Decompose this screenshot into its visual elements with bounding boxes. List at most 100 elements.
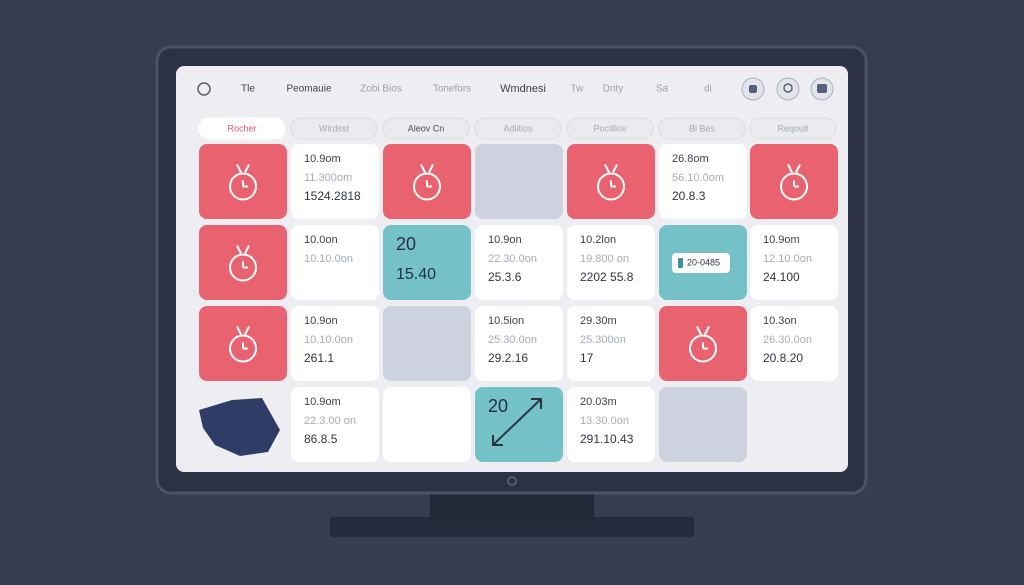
clock-stem <box>604 164 610 173</box>
cell-text: 291.10.43 <box>580 432 634 446</box>
cell-text: 26.30.0on <box>763 334 812 346</box>
cell-text: 25.3.6 <box>488 270 522 284</box>
cell-text: 15.40 <box>396 266 436 283</box>
nav-item[interactable]: di <box>704 84 712 95</box>
calendar-cell[interactable] <box>383 387 471 462</box>
clock-stem <box>704 326 710 335</box>
nav-item[interactable]: Drity <box>603 84 624 95</box>
cell-text: 10.9om <box>304 153 341 165</box>
icon-button[interactable] <box>776 77 800 101</box>
calendar-cell[interactable] <box>567 387 655 462</box>
cell-text: 25.30.0on <box>488 334 537 346</box>
tab-label[interactable]: Wirdsst <box>319 123 349 133</box>
calendar-cell[interactable] <box>659 387 747 462</box>
clock-icon <box>229 172 257 201</box>
cell-text: 10.0on <box>304 234 338 246</box>
calendar-cell[interactable] <box>750 306 838 381</box>
menu-icon[interactable] <box>197 82 211 96</box>
calendar-cell[interactable] <box>567 225 655 300</box>
nav-item[interactable]: Tonefors <box>433 84 471 95</box>
tab-label[interactable]: Aleov Cn <box>408 123 445 133</box>
calendar-cell[interactable] <box>383 306 471 381</box>
tab[interactable] <box>474 117 562 140</box>
tab-label[interactable]: Adlitios <box>503 123 533 133</box>
cell-text: 29.2.16 <box>488 351 528 365</box>
arrow-head <box>531 398 542 409</box>
tab[interactable] <box>382 117 470 140</box>
tab-label[interactable]: Reqoult <box>777 123 809 133</box>
calendar-cell[interactable] <box>291 225 379 300</box>
calendar-cell[interactable] <box>291 387 379 462</box>
cell-text: 12.10.0on <box>763 253 812 265</box>
calendar-cell[interactable] <box>475 144 563 219</box>
clock-icon <box>689 334 717 363</box>
clock-icon <box>413 172 441 201</box>
power-led <box>507 476 517 486</box>
nav-item[interactable]: Tle <box>241 84 255 95</box>
cell-text: 1524.2818 <box>304 189 361 203</box>
calendar-cell[interactable] <box>291 144 379 219</box>
cell-text: 19.800 on <box>580 253 629 265</box>
monitor-neck <box>430 490 594 520</box>
calendar-cell[interactable] <box>475 306 563 381</box>
cell-text: 20.03m <box>580 396 617 408</box>
cell-text: 13.30.0on <box>580 415 629 427</box>
icon-glyph <box>817 84 827 93</box>
tab-label[interactable]: Bl Bes <box>689 123 716 133</box>
clock-stem <box>244 164 250 173</box>
clock-icon <box>229 253 257 282</box>
cell-text: 56.10.0om <box>672 172 724 184</box>
tab[interactable] <box>658 117 746 140</box>
cell-text: 25.300on <box>580 334 626 346</box>
tab-label[interactable]: Pocilliov <box>593 123 627 133</box>
badge-text: 20-0485 <box>687 257 720 267</box>
calendar-cell[interactable] <box>750 225 838 300</box>
nav-item[interactable]: Wmdnesi <box>500 83 546 95</box>
monitor-base <box>330 517 694 537</box>
clock-stem <box>236 245 242 254</box>
cell-text: 29.30m <box>580 315 617 327</box>
cell-text: 10.9om <box>763 234 800 246</box>
cell-text: 20.8.20 <box>763 351 803 365</box>
arrow <box>492 398 542 446</box>
nav-item[interactable]: Sa <box>656 84 669 95</box>
clock-icon <box>780 172 808 201</box>
clock-stem <box>428 164 434 173</box>
clock-stem <box>244 326 250 335</box>
badge <box>672 253 730 273</box>
cloth-illustration <box>199 398 280 456</box>
tab-label[interactable]: Rocher <box>227 123 256 133</box>
cell-text: 26.8om <box>672 153 709 165</box>
clock-stem <box>420 164 426 173</box>
cell-text: 10.3on <box>763 315 797 327</box>
calendar-cell[interactable] <box>659 144 747 219</box>
calendar-cell[interactable] <box>475 225 563 300</box>
cell-text: 11.300om <box>304 172 352 184</box>
clock-stem <box>795 164 801 173</box>
nav-item[interactable]: Zobi Bios <box>360 84 402 95</box>
icon-glyph <box>783 83 793 93</box>
clock-icon <box>229 334 257 363</box>
arrow-tail <box>492 435 503 446</box>
cell-text: 10.10.0on <box>304 334 353 346</box>
cell-text: 20 <box>488 396 508 416</box>
icon-glyph <box>749 85 757 93</box>
calendar-cell[interactable] <box>383 225 471 300</box>
calendar-cell[interactable] <box>567 306 655 381</box>
tab[interactable] <box>198 117 286 140</box>
cell-text: 10.9on <box>488 234 522 246</box>
cell-text: 10.5ion <box>488 315 524 327</box>
cell-text: 10.9om <box>304 396 341 408</box>
tab[interactable] <box>566 117 654 140</box>
nav-item[interactable]: Tw <box>571 84 585 95</box>
tab[interactable] <box>290 117 378 140</box>
clock-stem <box>244 245 250 254</box>
tab[interactable] <box>749 117 837 140</box>
cell-text: 22.3.00 on <box>304 415 356 427</box>
calendar-cell[interactable] <box>291 306 379 381</box>
nav-item[interactable]: Peomauie <box>286 84 331 95</box>
clock-stem <box>787 164 793 173</box>
cell-text: 10.10.0on <box>304 253 353 265</box>
